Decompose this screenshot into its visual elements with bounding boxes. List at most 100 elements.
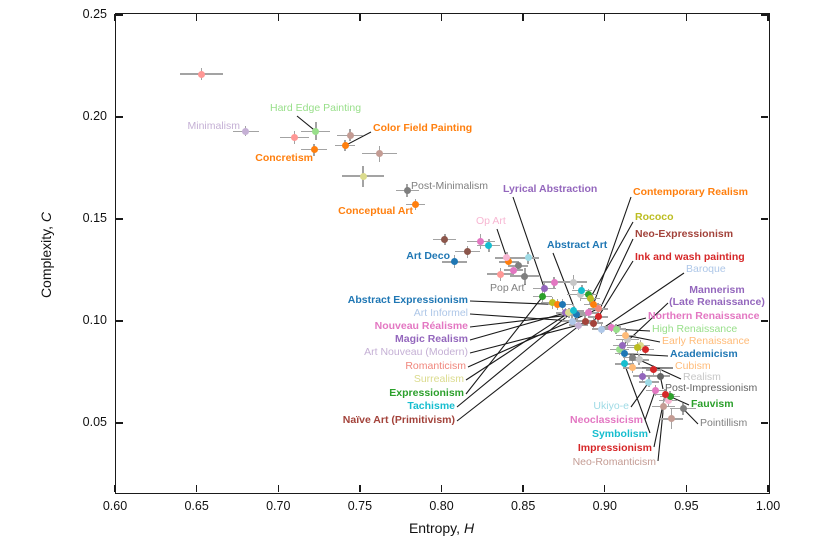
data-point (539, 293, 547, 301)
data-point (589, 301, 597, 309)
y-tick (116, 218, 123, 220)
data-point (198, 70, 206, 78)
data-point (594, 313, 602, 321)
style-label: Surrealism (413, 373, 464, 385)
data-point (521, 272, 529, 280)
data-point (540, 284, 548, 292)
data-point (312, 127, 320, 135)
y-tick-label: 0.25 (82, 7, 107, 21)
style-label: Abstract Expressionism (347, 294, 468, 306)
data-point (553, 301, 561, 309)
x-tick (277, 485, 279, 492)
style-label: Symbolism (591, 428, 648, 440)
data-point (581, 317, 589, 325)
plot-frame (115, 13, 770, 494)
style-label: Neoclassicism (570, 414, 643, 426)
y-tick-right (761, 14, 768, 16)
x-tick (114, 485, 116, 492)
style-label: Cubism (675, 360, 711, 372)
style-label: Nouveau Réalisme (374, 320, 468, 332)
y-tick (116, 422, 123, 424)
style-label: Minimalism (187, 120, 241, 132)
data-point (573, 311, 581, 319)
style-label: Neo-Expressionism (635, 228, 734, 240)
data-point (584, 290, 592, 298)
x-tick-label: 1.00 (755, 499, 781, 513)
data-point (565, 309, 573, 317)
y-axis-title: Complexity, C (38, 211, 54, 298)
data-point (242, 127, 250, 135)
data-point (411, 201, 419, 209)
style-label: Contemporary Realism (633, 186, 748, 198)
data-point (576, 290, 584, 298)
data-point (464, 248, 472, 256)
y-tick-label: 0.10 (82, 313, 107, 327)
data-point (620, 360, 628, 368)
data-point (594, 305, 602, 313)
style-label: Ukiyo-e (593, 400, 629, 412)
style-label: Expressionism (389, 387, 464, 399)
style-label: Northern Renaissance (648, 310, 760, 322)
data-point (550, 278, 558, 286)
x-tick-top (359, 14, 361, 21)
y-tick-right (761, 320, 768, 322)
data-point (578, 286, 586, 294)
x-tick (195, 485, 198, 492)
style-label: Art Nouveau (Modern) (364, 346, 468, 358)
style-label: Academicism (670, 348, 738, 360)
style-label: Impressionism (577, 442, 652, 454)
data-point (622, 331, 630, 339)
y-tick-right (761, 218, 768, 220)
data-point (666, 392, 674, 400)
data-point (341, 142, 349, 150)
y-tick (116, 14, 123, 16)
x-tick (604, 485, 606, 492)
style-label: Tachisme (407, 400, 455, 412)
x-tick-top (522, 14, 524, 21)
data-point (496, 270, 504, 278)
x-tick-top (440, 14, 443, 21)
data-point (346, 131, 354, 139)
style-label: Rococo (635, 211, 674, 223)
data-point (441, 235, 449, 243)
x-tick-label: 0.90 (592, 499, 617, 513)
x-tick-top (685, 14, 688, 21)
x-tick-top (604, 14, 606, 21)
style-label: Conceptual Art (338, 205, 413, 217)
x-tick-top (277, 14, 279, 21)
data-point (620, 350, 628, 358)
style-label: Lyrical Abstraction (503, 183, 598, 195)
data-point (586, 295, 594, 303)
style-label: Ink and wash painting (635, 251, 745, 263)
style-label: Romanticism (405, 360, 466, 372)
data-point (651, 386, 659, 394)
data-point (575, 321, 583, 329)
data-point (629, 364, 636, 372)
data-point (597, 325, 605, 333)
style-label: Baroque (686, 263, 726, 275)
data-point (509, 266, 517, 274)
data-point (629, 354, 636, 362)
data-point (642, 346, 650, 354)
x-tick-label: 0.75 (347, 499, 373, 513)
data-point (679, 405, 687, 413)
data-point (650, 366, 658, 374)
data-point (661, 390, 669, 398)
data-point (524, 254, 532, 262)
x-tick (685, 485, 688, 492)
data-point (638, 372, 646, 380)
y-tick-right (761, 422, 768, 424)
y-tick-label: 0.20 (82, 109, 107, 123)
x-tick (440, 485, 443, 492)
x-tick (522, 485, 524, 492)
data-point (291, 133, 299, 141)
x-axis-title: Entropy, H (408, 520, 475, 536)
data-point (633, 344, 641, 352)
style-label: Abstract Art (547, 239, 608, 251)
data-point (589, 319, 597, 327)
style-label: Early Renaissance (662, 335, 750, 347)
data-point (656, 372, 664, 380)
style-label: Magic Realism (395, 333, 468, 345)
y-tick-label: 0.15 (82, 211, 107, 225)
